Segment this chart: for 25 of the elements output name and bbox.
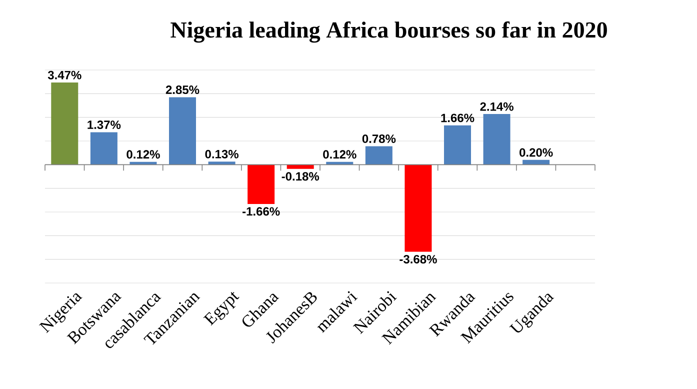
data-label: 3.47% <box>48 70 82 80</box>
bar <box>522 160 550 165</box>
bar <box>90 132 118 165</box>
data-label: -3.68% <box>400 254 437 264</box>
data-label: 2.14% <box>480 102 514 111</box>
chart-title: Nigeria leading Africa bourses so far in 2020 <box>170 21 607 43</box>
bar <box>483 114 510 165</box>
bar <box>404 164 432 252</box>
bar <box>365 146 392 165</box>
data-label: 1.66% <box>441 114 474 122</box>
data-label: -0.18% <box>282 172 320 181</box>
data-label: 0.13% <box>205 150 238 158</box>
data-label: 2.85% <box>166 86 200 94</box>
data-label: 1.37% <box>88 120 121 130</box>
bar <box>208 162 236 165</box>
data-label: 0.12% <box>126 150 160 159</box>
bar <box>286 164 314 169</box>
data-label: -1.66% <box>242 207 280 216</box>
bar <box>169 97 196 165</box>
data-label: 0.12% <box>323 150 356 159</box>
data-label: 0.20% <box>520 148 553 157</box>
bar <box>444 125 472 165</box>
bar <box>248 164 275 204</box>
bar <box>51 82 78 165</box>
data-label: 0.78% <box>362 134 396 143</box>
